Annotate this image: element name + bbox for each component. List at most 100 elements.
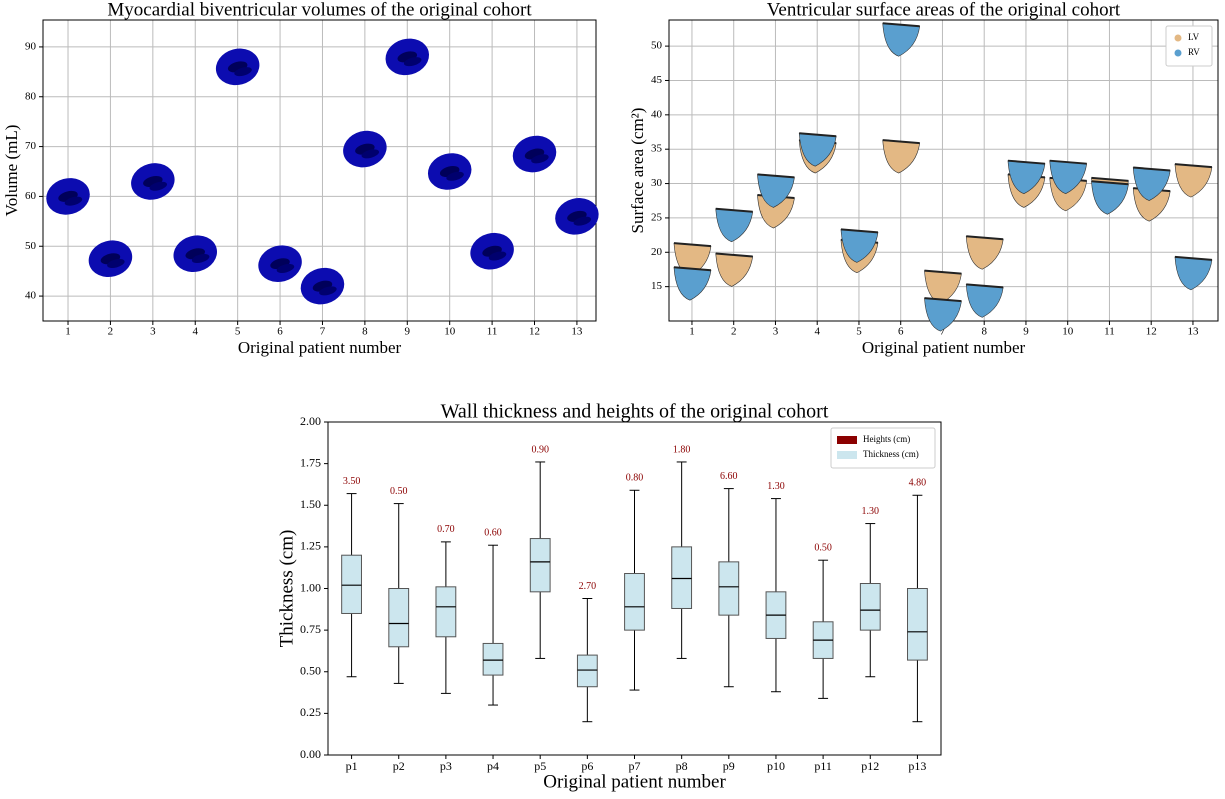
x-tick-label: 9 [1023,326,1029,338]
value-label: 0.60 [484,528,502,539]
legend-swatch [1174,34,1182,42]
y-axis-label: Surface area (cm²) [628,108,647,234]
x-tick-label: 4 [814,326,820,338]
legend-label: Thickness (cm) [863,449,919,459]
marker-cavity [64,196,83,206]
marker-rim [673,242,712,248]
y-tick-label: 0.75 [300,622,321,636]
marker-rim [757,173,795,179]
y-tick-label: 45 [651,74,663,86]
x-tick-label: p13 [908,759,926,773]
x-tick-label: 4 [192,326,198,338]
marker-body [1007,160,1046,195]
marker-body [673,266,712,301]
value-label: 0.80 [626,473,644,484]
ventricle-marker [673,266,712,301]
ventricle-marker [1007,159,1046,195]
x-tick-label: p3 [440,759,452,773]
marker-body [840,229,879,263]
marker-rim [715,252,753,258]
marker-body [715,253,754,287]
x-tick-label: 7 [940,326,946,338]
x-tick-label: p2 [393,759,405,773]
box [907,588,928,661]
marker-body [882,22,921,57]
chart-title: Ventricular surface areas of the origina… [767,0,1121,20]
heart-marker [470,232,514,270]
y-tick-label: 90 [25,40,37,52]
marker-rim [882,22,920,28]
legend-swatch [837,451,857,459]
marker-rim [715,207,753,213]
marker-rim [840,228,879,234]
heart-marker [258,245,302,282]
x-tick-label: 6 [277,326,283,338]
marker-body [715,208,754,243]
heart-marker [215,48,260,86]
heart-marker [46,178,90,215]
box [529,538,551,593]
marker-body [1049,160,1088,195]
marker-body [1091,180,1129,215]
chart-title: Wall thickness and heights of the origin… [441,401,829,423]
marker-rim [1174,255,1213,261]
x-tick-label: 13 [1187,326,1199,338]
marker-rim [1007,159,1046,165]
ventricle-marker [715,252,754,287]
x-tick-label: p9 [723,759,735,773]
heart-marker [343,130,387,168]
x-tick-label: p11 [814,759,832,773]
heart-marker [173,235,217,273]
marker-cavity [319,286,337,296]
x-tick-label: p5 [534,759,546,773]
x-tick-label: 12 [529,326,540,338]
box [341,554,362,614]
box [482,642,504,676]
box [718,561,740,616]
marker-rim [673,266,712,272]
marker-cavity [361,149,380,159]
ventricle-marker [1049,159,1088,195]
x-tick-label: p6 [581,759,593,773]
x-tick-label: p10 [767,759,785,773]
y-tick-label: 1.75 [300,455,321,469]
y-tick-label: 30 [651,177,663,189]
plot-frame [327,421,942,756]
x-tick-label: p4 [487,759,499,773]
x-tick-label: 8 [362,326,368,338]
chart: Wall thickness and heights of the origin… [276,401,942,792]
ventricle-marker [882,22,921,57]
box [624,573,645,631]
marker-cavity [531,154,549,164]
x-axis-label: Original patient number [238,338,402,357]
ventricle-marker [1091,180,1129,215]
marker-rim [924,297,962,303]
marker-body [1174,163,1213,198]
marker-body [798,132,837,167]
value-label: 1.80 [673,444,691,455]
value-label: 0.50 [390,486,408,497]
ventricle-marker [798,132,837,167]
y-tick-label: 25 [651,211,663,223]
legend-swatch [1174,49,1182,57]
y-tick-label: 80 [25,90,37,102]
marker-rim [1049,159,1087,165]
x-tick-label: 2 [731,326,737,338]
marker-cavity [234,67,252,77]
x-tick-label: 12 [1146,326,1157,338]
marker-rim [966,235,1004,241]
y-tick-label: 1.50 [300,497,321,511]
box [576,654,598,688]
marker-rim [924,269,962,275]
ventricle-marker [1174,255,1213,291]
y-tick-label: 1.25 [300,539,321,553]
heart-marker [512,135,557,173]
x-tick-label: 10 [1062,326,1074,338]
heart-marker [300,267,345,305]
y-tick-label: 35 [651,143,663,155]
x-tick-label: p12 [861,759,879,773]
marker-cavity [573,216,592,226]
ventricle-marker [1174,163,1213,198]
y-tick-label: 60 [25,190,37,202]
